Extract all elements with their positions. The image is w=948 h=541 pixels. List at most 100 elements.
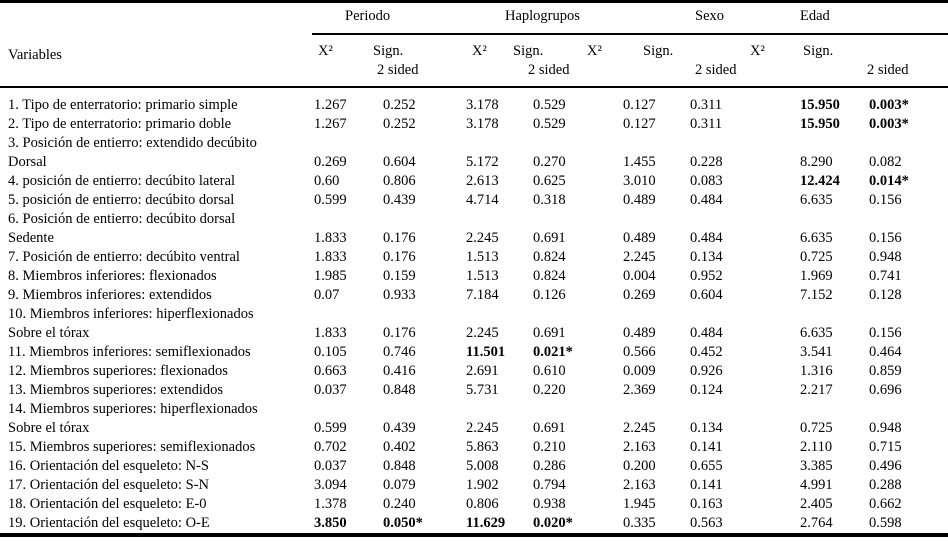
edad-x2-value: 12.424 <box>800 173 840 189</box>
haplogrupos-sig-value: 0.220 <box>533 382 566 398</box>
haplogrupos-x2-value: 5.863 <box>466 439 499 455</box>
periodo-sig-value: 0.252 <box>383 116 416 132</box>
haplogrupos-x2-value: 11.501 <box>466 344 506 360</box>
edad-sig-value: 0.014* <box>869 173 909 189</box>
row-label-continuation: Sobre el tórax <box>8 325 90 341</box>
group-header-sexo: Sexo <box>695 8 724 24</box>
haplogrupos-sig-value: 0.021* <box>533 344 573 360</box>
sexo-sig-value: 0.163 <box>690 496 723 512</box>
column-header-2sided: 2 sided <box>695 62 737 78</box>
periodo-x2-value: 0.269 <box>314 154 347 170</box>
sexo-sig-value: 0.124 <box>690 382 723 398</box>
row-label: 17. Orientación del esqueleto: S-N <box>8 477 209 493</box>
sexo-x2-value: 0.489 <box>623 230 656 246</box>
group-header-edad: Edad <box>800 8 830 24</box>
edad-sig-value: 0.715 <box>869 439 902 455</box>
periodo-x2-value: 1.985 <box>314 268 347 284</box>
edad-x2-value: 6.635 <box>800 192 833 208</box>
haplogrupos-sig-value: 0.286 <box>533 458 566 474</box>
sexo-sig-value: 0.563 <box>690 515 723 531</box>
haplogrupos-x2-value: 5.008 <box>466 458 499 474</box>
sexo-sig-value: 0.655 <box>690 458 723 474</box>
edad-sig-value: 0.156 <box>869 230 902 246</box>
periodo-sig-value: 0.439 <box>383 192 416 208</box>
sexo-sig-value: 0.604 <box>690 287 723 303</box>
edad-sig-value: 0.156 <box>869 192 902 208</box>
sexo-sig-value: 0.452 <box>690 344 723 360</box>
haplogrupos-x2-value: 0.806 <box>466 496 499 512</box>
row-label: 8. Miembros inferiores: flexionados <box>8 268 217 284</box>
edad-sig-value: 0.156 <box>869 325 902 341</box>
periodo-x2-value: 0.599 <box>314 192 347 208</box>
edad-x2-value: 3.385 <box>800 458 833 474</box>
haplogrupos-sig-value: 0.691 <box>533 325 566 341</box>
periodo-sig-value: 0.252 <box>383 97 416 113</box>
sexo-x2-value: 2.163 <box>623 477 656 493</box>
sexo-x2-value: 1.455 <box>623 154 656 170</box>
row-label: 18. Orientación del esqueleto: E-0 <box>8 496 207 512</box>
row-label: 10. Miembros inferiores: hiperflexionado… <box>8 306 254 322</box>
sexo-x2-value: 2.163 <box>623 439 656 455</box>
haplogrupos-sig-value: 0.529 <box>533 116 566 132</box>
periodo-sig-value: 0.402 <box>383 439 416 455</box>
edad-x2-value: 2.764 <box>800 515 833 531</box>
sexo-x2-value: 0.200 <box>623 458 656 474</box>
periodo-sig-value: 0.848 <box>383 382 416 398</box>
edad-sig-value: 0.859 <box>869 363 902 379</box>
column-header-sign: Sign. <box>643 43 674 59</box>
sexo-sig-value: 0.083 <box>690 173 723 189</box>
row-label: 7. Posición de entierro: decúbito ventra… <box>8 249 240 265</box>
sexo-sig-value: 0.311 <box>690 97 723 113</box>
haplogrupos-x2-value: 2.691 <box>466 363 499 379</box>
edad-x2-value: 3.541 <box>800 344 833 360</box>
periodo-x2-value: 1.267 <box>314 97 347 113</box>
edad-x2-value: 15.950 <box>800 116 840 132</box>
sexo-x2-value: 1.945 <box>623 496 656 512</box>
sexo-x2-value: 0.335 <box>623 515 656 531</box>
haplogrupos-x2-value: 2.245 <box>466 325 499 341</box>
haplogrupos-x2-value: 11.629 <box>466 515 506 531</box>
haplogrupos-x2-value: 1.902 <box>466 477 499 493</box>
edad-x2-value: 8.290 <box>800 154 833 170</box>
haplogrupos-x2-value: 5.172 <box>466 154 499 170</box>
row-label: 9. Miembros inferiores: extendidos <box>8 287 212 303</box>
row-label-continuation: Sobre el tórax <box>8 420 90 436</box>
group-header-underline <box>312 33 948 35</box>
column-header-x2: X² <box>750 43 765 59</box>
edad-x2-value: 15.950 <box>800 97 840 113</box>
sexo-x2-value: 0.127 <box>623 116 656 132</box>
edad-sig-value: 0.128 <box>869 287 902 303</box>
periodo-x2-value: 0.702 <box>314 439 347 455</box>
header-bottom-rule <box>0 86 948 88</box>
haplogrupos-sig-value: 0.625 <box>533 173 566 189</box>
sexo-sig-value: 0.311 <box>690 116 723 132</box>
haplogrupos-sig-value: 0.691 <box>533 420 566 436</box>
variables-column-header: Variables <box>8 47 62 63</box>
edad-sig-value: 0.496 <box>869 458 902 474</box>
periodo-sig-value: 0.176 <box>383 230 416 246</box>
row-label: 13. Miembros superiores: extendidos <box>8 382 224 398</box>
edad-sig-value: 0.598 <box>869 515 902 531</box>
periodo-x2-value: 1.267 <box>314 116 347 132</box>
edad-sig-value: 0.696 <box>869 382 902 398</box>
sexo-x2-value: 2.245 <box>623 420 656 436</box>
periodo-x2-value: 1.833 <box>314 325 347 341</box>
column-header-x2: X² <box>587 43 602 59</box>
haplogrupos-x2-value: 3.178 <box>466 116 499 132</box>
sexo-sig-value: 0.228 <box>690 154 723 170</box>
haplogrupos-sig-value: 0.318 <box>533 192 566 208</box>
periodo-sig-value: 0.746 <box>383 344 416 360</box>
edad-sig-value: 0.003* <box>869 97 909 113</box>
periodo-sig-value: 0.079 <box>383 477 416 493</box>
periodo-sig-value: 0.176 <box>383 249 416 265</box>
row-label: 19. Orientación del esqueleto: O-E <box>8 515 210 531</box>
row-label: 11. Miembros inferiores: semiflexionados <box>8 344 251 360</box>
haplogrupos-sig-value: 0.794 <box>533 477 566 493</box>
periodo-x2-value: 0.037 <box>314 382 347 398</box>
edad-x2-value: 6.635 <box>800 230 833 246</box>
row-label: 12. Miembros superiores: flexionados <box>8 363 228 379</box>
sexo-x2-value: 0.009 <box>623 363 656 379</box>
haplogrupos-sig-value: 0.824 <box>533 249 566 265</box>
row-label: 4. posición de entierro: decúbito latera… <box>8 173 236 189</box>
